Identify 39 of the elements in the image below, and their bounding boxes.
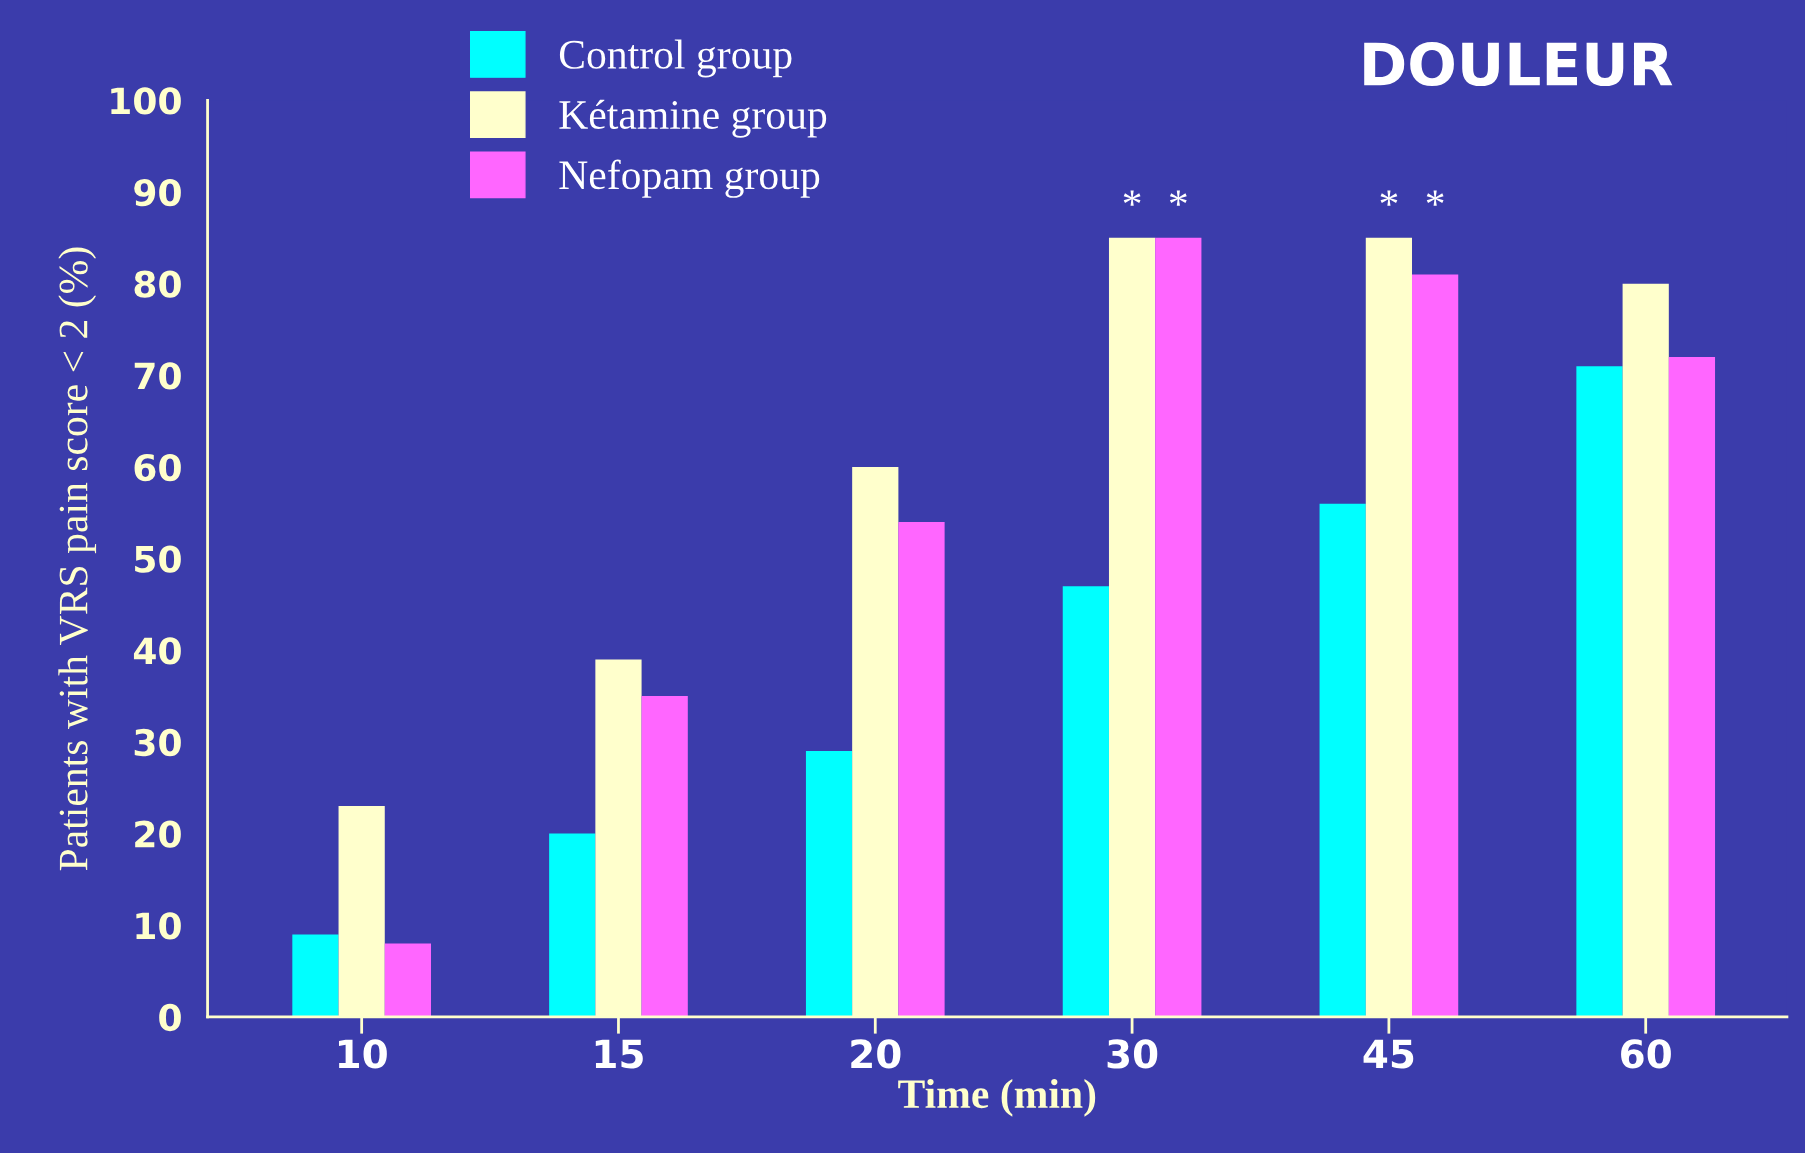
y-tick-label: 50 — [135, 545, 181, 573]
y-axis-title: Patients with VRS pain score < 2 (%) — [58, 247, 97, 871]
annotation: * — [1123, 190, 1141, 206]
y-tick-label: 70 — [134, 362, 181, 390]
bar — [1668, 356, 1716, 1017]
x-tick-label: 20 — [851, 1039, 901, 1069]
bar — [292, 934, 339, 1017]
bar — [805, 751, 853, 1017]
annotation: * — [1426, 190, 1444, 206]
y-tick-label: 40 — [133, 637, 181, 665]
bar — [549, 833, 596, 1017]
y-tick-label: 0 — [159, 1003, 181, 1032]
bar — [1412, 274, 1459, 1017]
legend-label: Nefopam group — [559, 159, 820, 198]
legend-label: Control group — [559, 39, 792, 78]
bar — [1062, 586, 1109, 1017]
x-axis-title: Time (min) — [898, 1078, 1096, 1117]
y-tick-label: 20 — [135, 820, 181, 848]
x-tick-label: 30 — [1107, 1039, 1158, 1069]
x-tick-label: 60 — [1621, 1039, 1671, 1069]
y-tick-label: 30 — [134, 728, 181, 757]
bar — [1319, 503, 1366, 1017]
bar — [641, 696, 688, 1017]
x-tick-label: 45 — [1363, 1039, 1414, 1069]
bar — [384, 943, 431, 1017]
x-tick-label: 15 — [595, 1039, 643, 1069]
bar — [898, 521, 945, 1017]
annotation: * — [1380, 190, 1398, 206]
legend-label: Kétamine group — [559, 99, 827, 138]
annotation: * — [1169, 190, 1187, 206]
y-tick-label: 100 — [111, 87, 181, 115]
x-tick-label: 10 — [338, 1039, 387, 1069]
chart-title: DOULEUR — [1364, 41, 1673, 87]
y-tick-label: 60 — [134, 453, 181, 482]
y-tick-label: 90 — [134, 178, 181, 207]
y-tick-label: 80 — [134, 270, 181, 298]
bar — [1576, 366, 1623, 1017]
y-tick-label: 10 — [136, 912, 181, 940]
bar — [1155, 237, 1202, 1017]
